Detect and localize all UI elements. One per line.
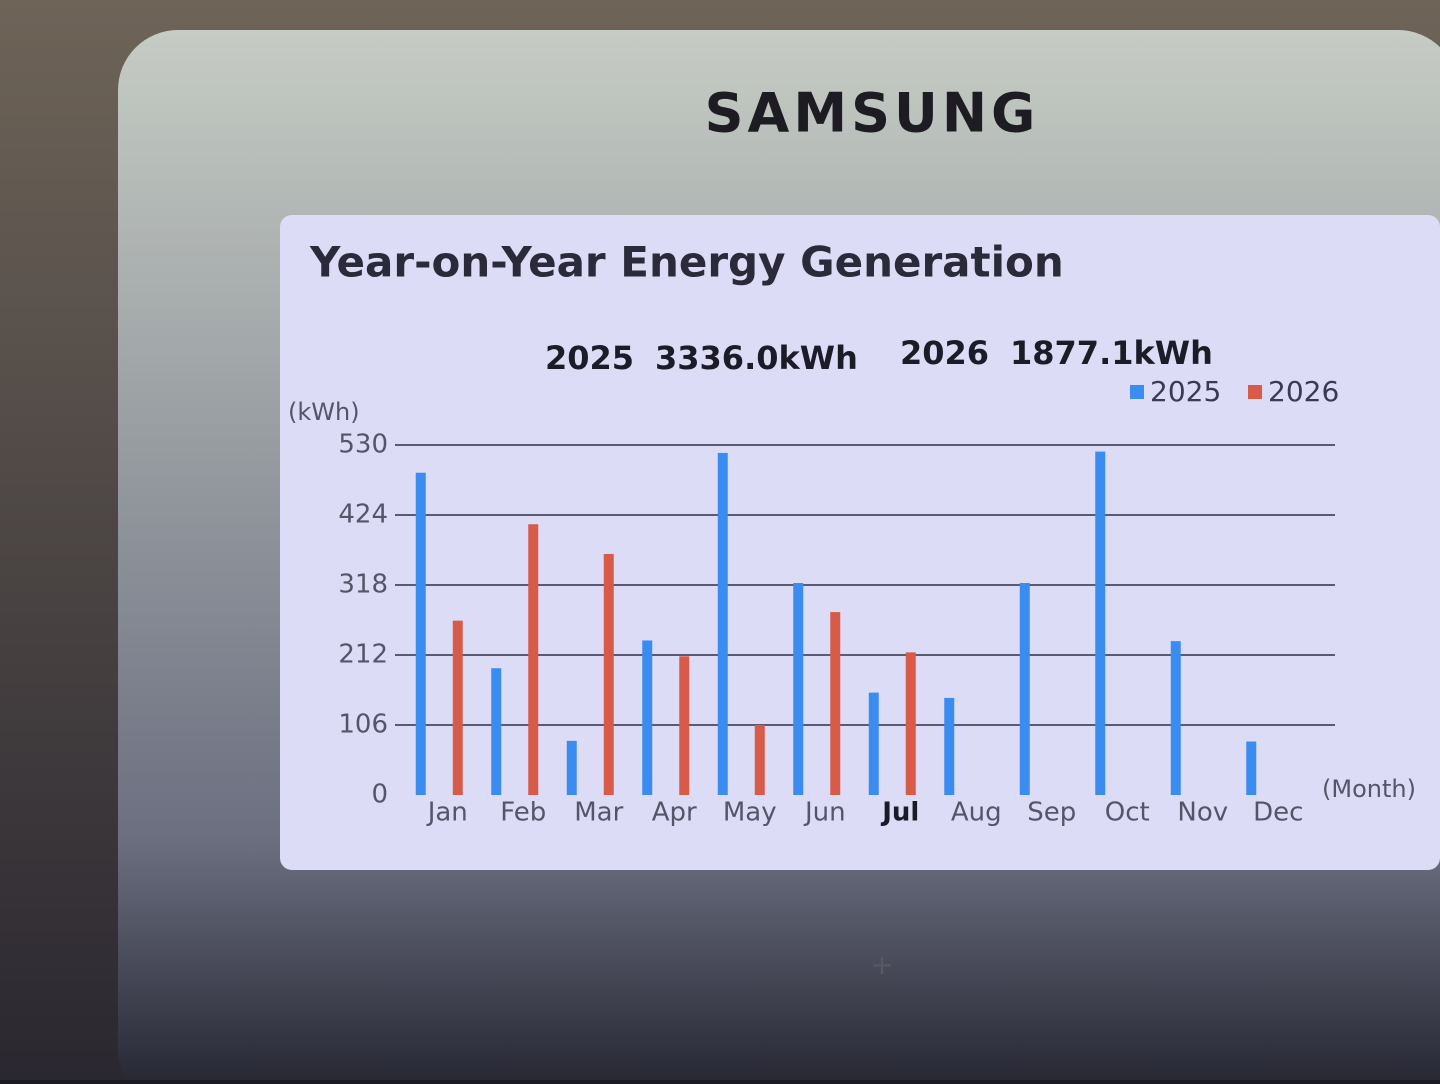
y-tick-label: 106 — [338, 710, 388, 740]
bar — [452, 620, 463, 795]
legend-label: 2025 — [1150, 375, 1221, 408]
bar — [1170, 641, 1181, 795]
legend-label: 2026 — [1268, 375, 1339, 408]
bar — [944, 697, 955, 795]
legend-swatch — [1248, 385, 1262, 399]
screen — [280, 215, 1440, 870]
bar — [566, 740, 577, 795]
x-tick-label: Aug — [951, 798, 1002, 828]
y-tick-label: 0 — [371, 780, 388, 810]
y-tick-label: 424 — [338, 500, 388, 530]
x-tick-label: Feb — [500, 798, 546, 828]
x-tick-label: Nov — [1177, 798, 1228, 828]
summary-year: 2025 — [545, 339, 634, 377]
x-tick-label: Jul — [880, 798, 919, 828]
bar — [491, 668, 502, 795]
bar — [603, 553, 614, 795]
x-tick-label: Jun — [803, 798, 846, 828]
y-tick-label: 530 — [338, 430, 388, 460]
x-axis-unit: (Month) — [1322, 775, 1416, 803]
y-tick-label: 318 — [338, 570, 388, 600]
summary-total: 3336.0kWh — [655, 339, 858, 377]
legend-swatch — [1130, 385, 1144, 399]
bar — [754, 725, 765, 795]
summary-total: 1877.1kWh — [1010, 334, 1213, 372]
x-tick-label: Jan — [426, 798, 468, 828]
bar — [1019, 583, 1030, 795]
brand-logo: SAMSUNG — [705, 82, 1040, 145]
plus-icon: + — [870, 948, 893, 981]
x-tick-label: Sep — [1027, 798, 1076, 828]
bar — [528, 524, 539, 795]
bar — [905, 652, 916, 795]
summary-year: 2026 — [900, 334, 989, 372]
x-tick-label: Dec — [1253, 798, 1303, 828]
bar — [717, 452, 728, 795]
bar — [415, 472, 426, 795]
x-tick-label: Apr — [652, 798, 697, 828]
bar — [793, 583, 804, 795]
bar — [642, 640, 653, 795]
x-tick-label: Mar — [574, 798, 623, 828]
y-axis-unit: (kWh) — [288, 398, 360, 426]
bar — [868, 692, 879, 795]
chart-title: Year-on-Year Energy Generation — [309, 238, 1064, 287]
x-tick-label: Oct — [1105, 798, 1150, 828]
y-tick-label: 212 — [338, 640, 388, 670]
x-tick-label: May — [723, 798, 777, 828]
bar — [830, 612, 841, 795]
bar — [1095, 451, 1106, 795]
bar — [1246, 741, 1257, 795]
bar — [679, 656, 690, 795]
